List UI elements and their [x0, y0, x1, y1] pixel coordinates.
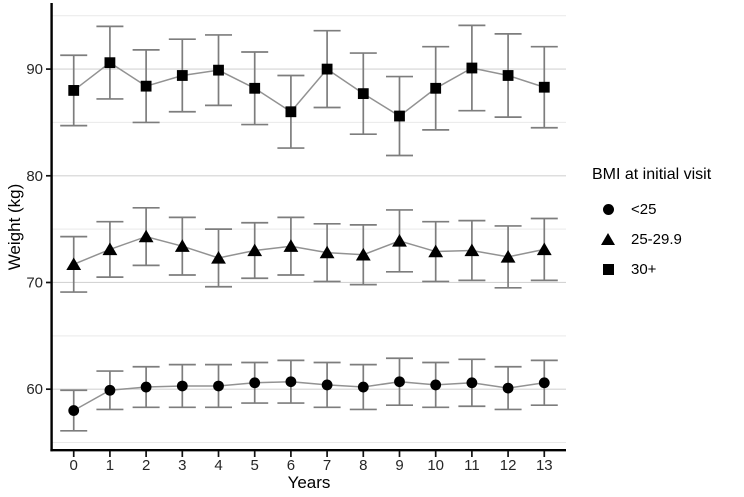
data-point [321, 63, 333, 75]
series-line-<25 [73, 380, 545, 412]
square-marker-icon [602, 263, 614, 275]
gridlines-minor [52, 15, 566, 444]
markers-30+ [68, 57, 550, 122]
x-tick-label: 13 [536, 457, 553, 474]
markers-25-29.9 [66, 229, 552, 271]
data-point [66, 257, 82, 271]
data-point [538, 81, 550, 93]
data-point [174, 239, 190, 252]
data-point [502, 382, 514, 394]
x-tick-label: 6 [287, 457, 295, 474]
x-tick-label: 1 [106, 457, 114, 474]
data-point [394, 376, 405, 388]
data-point [104, 384, 116, 396]
data-point [249, 82, 261, 94]
legend-item-30-plus: 30+ [592, 254, 711, 284]
data-point [249, 377, 261, 389]
y-tick-label: 60 [26, 381, 43, 398]
data-point [285, 106, 297, 118]
legend-title: BMI at initial visit [592, 166, 712, 183]
data-point [536, 242, 552, 256]
error-bars-<25 [60, 357, 558, 432]
data-point [428, 244, 444, 258]
data-point [285, 376, 297, 388]
data-point [538, 377, 550, 389]
data-point [213, 380, 224, 392]
data-point [213, 64, 224, 76]
tick-marks [46, 68, 546, 457]
data-point [392, 233, 407, 247]
x-tick-label: 3 [178, 457, 186, 474]
data-point [138, 229, 154, 243]
data-point [68, 405, 80, 416]
legend-item-label: 30+ [631, 260, 657, 278]
data-point [394, 110, 405, 122]
y-tick-label: 70 [26, 274, 43, 291]
x-tick-label: 5 [251, 457, 259, 474]
data-point [357, 381, 369, 393]
data-point [102, 242, 118, 256]
data-point [355, 247, 371, 261]
data-point [140, 80, 152, 92]
data-point [500, 249, 516, 263]
y-tick-label: 80 [26, 168, 43, 185]
markers-<25 [68, 376, 550, 416]
data-point [247, 243, 263, 257]
legend-item-under-25: <25 [592, 194, 711, 224]
y-tick-label: 90 [26, 61, 43, 78]
data-point [104, 57, 116, 69]
x-tick-label: 10 [427, 457, 444, 474]
data-point [430, 379, 442, 391]
data-point [283, 239, 299, 252]
x-tick-labels: 0 1 2 3 4 5 6 7 8 9 10 11 12 13 [70, 457, 553, 474]
x-tick-label: 4 [214, 457, 222, 474]
y-tick-labels: 60 70 80 90 [26, 61, 43, 398]
axis-lines [50, 3, 566, 452]
data-point [140, 381, 152, 393]
x-tick-label: 11 [464, 457, 480, 474]
data-point [502, 70, 514, 81]
legend-item-label: <25 [631, 200, 657, 218]
data-point [466, 62, 478, 74]
data-point [430, 82, 442, 94]
data-point [466, 377, 478, 389]
x-tick-label: 7 [323, 457, 331, 474]
x-tick-label: 9 [395, 457, 403, 474]
x-tick-label: 12 [500, 457, 517, 474]
data-point [68, 85, 80, 96]
legend-item-label: 25-29.9 [631, 230, 682, 248]
x-axis-title: Years [287, 473, 331, 492]
data-point [176, 70, 188, 81]
legend-item-25-29: 25-29.9 [592, 224, 711, 254]
x-tick-label: 8 [359, 457, 367, 474]
data-point [321, 379, 333, 391]
data-point [319, 245, 335, 259]
data-point [357, 88, 369, 100]
circle-marker-icon [602, 203, 614, 215]
series-line-30+ [73, 61, 545, 117]
legend: BMI at initial visit <25 25-29.9 30+ [592, 166, 711, 284]
data-point [464, 243, 480, 257]
triangle-marker-icon [601, 233, 615, 245]
data-point [176, 380, 188, 392]
data-point [211, 251, 226, 264]
x-tick-label: 0 [70, 457, 78, 474]
y-axis-title: Weight (kg) [5, 183, 24, 271]
x-tick-label: 2 [142, 457, 150, 474]
series-line-25-29.9 [73, 235, 545, 266]
